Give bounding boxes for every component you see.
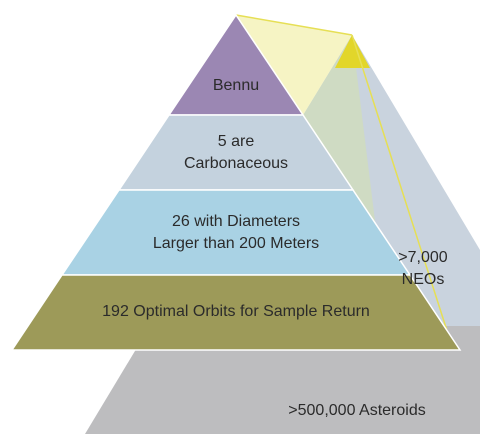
asteroids-layer xyxy=(85,326,480,434)
layer-label: 26 with Diameters xyxy=(172,213,300,230)
layer-diameters xyxy=(60,189,412,276)
layer-label: 5 are xyxy=(218,133,255,150)
layer-label: Carbonaceous xyxy=(184,155,288,172)
layer-label: Larger than 200 Meters xyxy=(153,235,319,252)
neos-label: >7,000 xyxy=(398,249,447,266)
edge-line xyxy=(351,34,451,341)
neos-tip xyxy=(335,35,370,68)
edge-line xyxy=(235,14,353,36)
asteroids-label: >500,000 Asteroids xyxy=(288,402,425,419)
layer-label: 192 Optimal Orbits for Sample Return xyxy=(102,303,370,320)
layer-orbits xyxy=(10,274,462,351)
link-plane xyxy=(236,15,352,120)
layer-label: Bennu xyxy=(213,77,259,94)
neos-label: NEOs xyxy=(402,271,445,288)
